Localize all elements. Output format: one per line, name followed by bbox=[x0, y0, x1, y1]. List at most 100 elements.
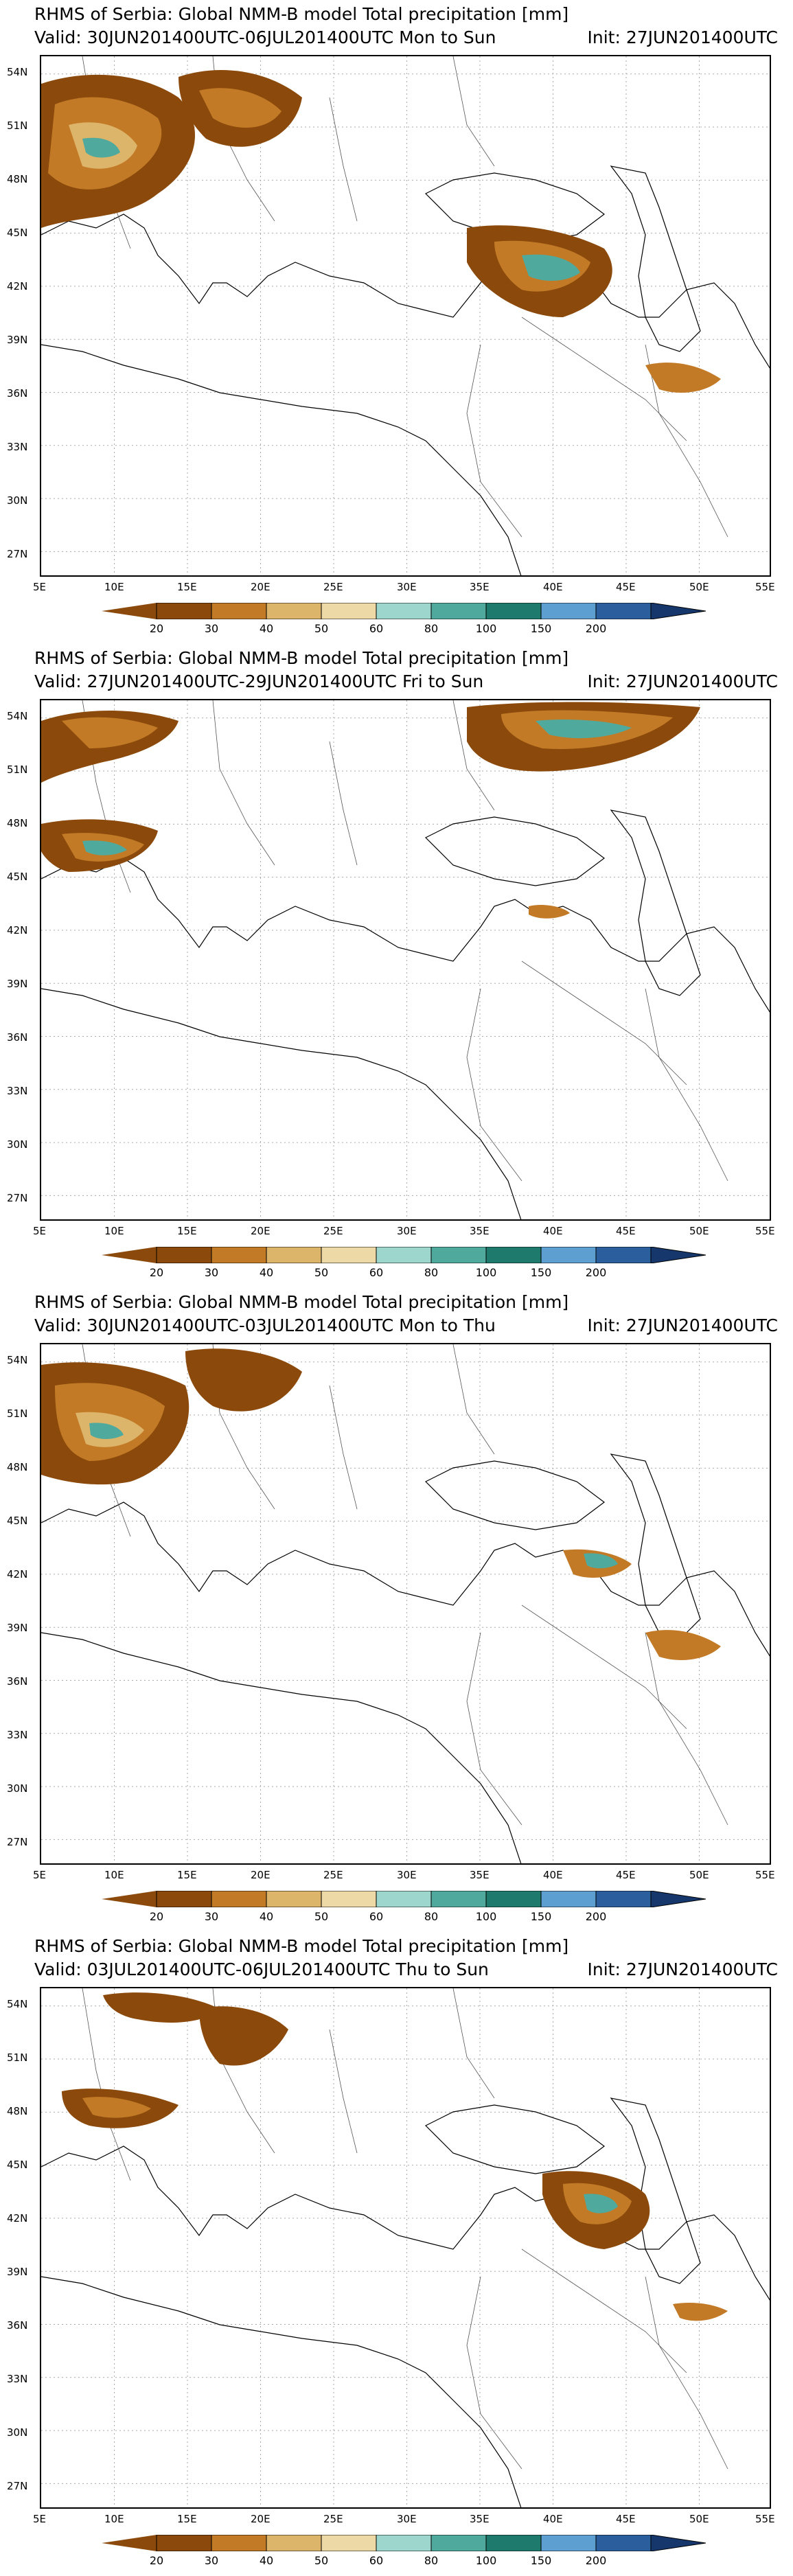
colorbar-label: 50 bbox=[314, 1910, 329, 1923]
colorbar-label: 30 bbox=[204, 1266, 219, 1279]
lon-label: 55E bbox=[755, 1869, 775, 1881]
colorbar-label: 60 bbox=[369, 622, 384, 635]
lon-label: 40E bbox=[543, 1869, 563, 1881]
lon-label: 20E bbox=[251, 1869, 271, 1881]
lon-label: 10E bbox=[104, 1869, 124, 1881]
lat-label: 42N bbox=[7, 1568, 28, 1580]
colorbar-label: 80 bbox=[424, 1266, 439, 1279]
lat-label: 48N bbox=[7, 173, 28, 185]
lon-label: 50E bbox=[689, 581, 709, 593]
colorbar-swatch bbox=[156, 1247, 212, 1263]
lat-label: 36N bbox=[7, 1031, 28, 1044]
colorbar-label: 150 bbox=[530, 2554, 552, 2567]
valid-period: Valid: 30JUN201400UTC-03JUL201400UTC Mon… bbox=[34, 1315, 496, 1335]
precip-overlay bbox=[41, 1348, 721, 1660]
colorbar-swatch bbox=[595, 2535, 652, 2551]
valid-period: Valid: 27JUN201400UTC-29JUN201400UTC Fri… bbox=[34, 671, 484, 691]
colorbar-label: 60 bbox=[369, 2554, 384, 2567]
precipitation-map bbox=[40, 55, 771, 577]
colorbar bbox=[102, 1247, 706, 1263]
precipitation-map bbox=[40, 1987, 771, 2509]
lon-label: 50E bbox=[689, 1869, 709, 1881]
colorbar-label: 50 bbox=[314, 1266, 329, 1279]
map-panel-4: RHMS of Serbia: Global NMM-B model Total… bbox=[0, 1932, 793, 2576]
colorbar-label: 200 bbox=[585, 1266, 607, 1279]
lat-label: 27N bbox=[7, 1836, 28, 1848]
lat-label: 27N bbox=[7, 2480, 28, 2492]
colorbar-label: 80 bbox=[424, 2554, 439, 2567]
lat-label: 54N bbox=[7, 710, 28, 722]
valid-period: Valid: 30JUN201400UTC-06JUL201400UTC Mon… bbox=[34, 27, 496, 47]
lat-label: 27N bbox=[7, 548, 28, 560]
precipitation-map bbox=[40, 699, 771, 1221]
lat-label: 39N bbox=[7, 978, 28, 990]
colorbar-label: 200 bbox=[585, 2554, 607, 2567]
lon-label: 10E bbox=[104, 2513, 124, 2525]
lon-label: 10E bbox=[104, 581, 124, 593]
precip-overlay bbox=[41, 702, 700, 919]
lon-label: 50E bbox=[689, 2513, 709, 2525]
colorbar-swatch bbox=[485, 1891, 542, 1907]
lat-label: 45N bbox=[7, 1515, 28, 1527]
colorbar-swatch bbox=[430, 603, 487, 619]
lon-label: 45E bbox=[616, 2513, 636, 2525]
lat-label: 33N bbox=[7, 2373, 28, 2385]
lon-label: 40E bbox=[543, 2513, 563, 2525]
lon-label: 55E bbox=[755, 581, 775, 593]
lat-label: 39N bbox=[7, 334, 28, 346]
colorbar-swatch bbox=[102, 2535, 157, 2551]
lat-label: 48N bbox=[7, 1461, 28, 1473]
lon-label: 25E bbox=[323, 1225, 343, 1237]
precip-overlay bbox=[41, 70, 721, 393]
lon-label: 10E bbox=[104, 1225, 124, 1237]
lat-label: 33N bbox=[7, 1085, 28, 1097]
lat-label: 48N bbox=[7, 2105, 28, 2117]
colorbar-label: 60 bbox=[369, 1910, 384, 1923]
map-canvas bbox=[41, 1988, 770, 2507]
lat-label: 36N bbox=[7, 387, 28, 400]
colorbar-swatch bbox=[211, 603, 267, 619]
lat-label: 45N bbox=[7, 2159, 28, 2171]
colorbar-swatch bbox=[266, 1247, 322, 1263]
init-time: Init: 27JUN201400UTC bbox=[587, 27, 778, 47]
colorbar-swatch bbox=[376, 1247, 432, 1263]
lat-label: 42N bbox=[7, 2212, 28, 2224]
lon-label: 15E bbox=[177, 2513, 197, 2525]
colorbar-label: 20 bbox=[149, 2554, 164, 2567]
lon-label: 15E bbox=[177, 1869, 197, 1881]
lat-label: 51N bbox=[7, 763, 28, 776]
map-panel-2: RHMS of Serbia: Global NMM-B model Total… bbox=[0, 644, 793, 1288]
lat-label: 54N bbox=[7, 1998, 28, 2010]
lat-label: 30N bbox=[7, 1782, 28, 1795]
colorbar-label: 40 bbox=[259, 1910, 274, 1923]
colorbar-swatch bbox=[650, 1247, 706, 1263]
map-panel-1: RHMS of Serbia: Global NMM-B model Total… bbox=[0, 0, 793, 644]
panel-title: RHMS of Serbia: Global NMM-B model Total… bbox=[34, 4, 569, 24]
colorbar-swatch bbox=[156, 2535, 212, 2551]
lat-label: 54N bbox=[7, 1354, 28, 1366]
colorbar-swatch bbox=[102, 603, 157, 619]
lon-label: 35E bbox=[470, 1225, 490, 1237]
map-canvas bbox=[41, 700, 770, 1219]
valid-period: Valid: 03JUL201400UTC-06JUL201400UTC Thu… bbox=[34, 1959, 489, 1979]
colorbar-label: 200 bbox=[585, 622, 607, 635]
colorbar-swatch bbox=[430, 2535, 487, 2551]
lat-label: 33N bbox=[7, 441, 28, 453]
lon-label: 5E bbox=[33, 581, 47, 593]
colorbar-label: 40 bbox=[259, 1266, 274, 1279]
panel-title: RHMS of Serbia: Global NMM-B model Total… bbox=[34, 1292, 569, 1312]
lat-label: 30N bbox=[7, 1138, 28, 1151]
colorbar-label: 40 bbox=[259, 2554, 274, 2567]
colorbar-label: 80 bbox=[424, 1910, 439, 1923]
panel-title: RHMS of Serbia: Global NMM-B model Total… bbox=[34, 1936, 569, 1956]
lon-label: 30E bbox=[397, 1869, 417, 1881]
colorbar-swatch bbox=[540, 603, 597, 619]
colorbar-label: 100 bbox=[475, 1266, 497, 1279]
lon-label: 35E bbox=[470, 581, 490, 593]
lon-label: 50E bbox=[689, 1225, 709, 1237]
lon-label: 5E bbox=[33, 2513, 47, 2525]
lon-label: 30E bbox=[397, 581, 417, 593]
lon-label: 40E bbox=[543, 581, 563, 593]
colorbar-label: 50 bbox=[314, 2554, 329, 2567]
colorbar-label: 100 bbox=[475, 2554, 497, 2567]
